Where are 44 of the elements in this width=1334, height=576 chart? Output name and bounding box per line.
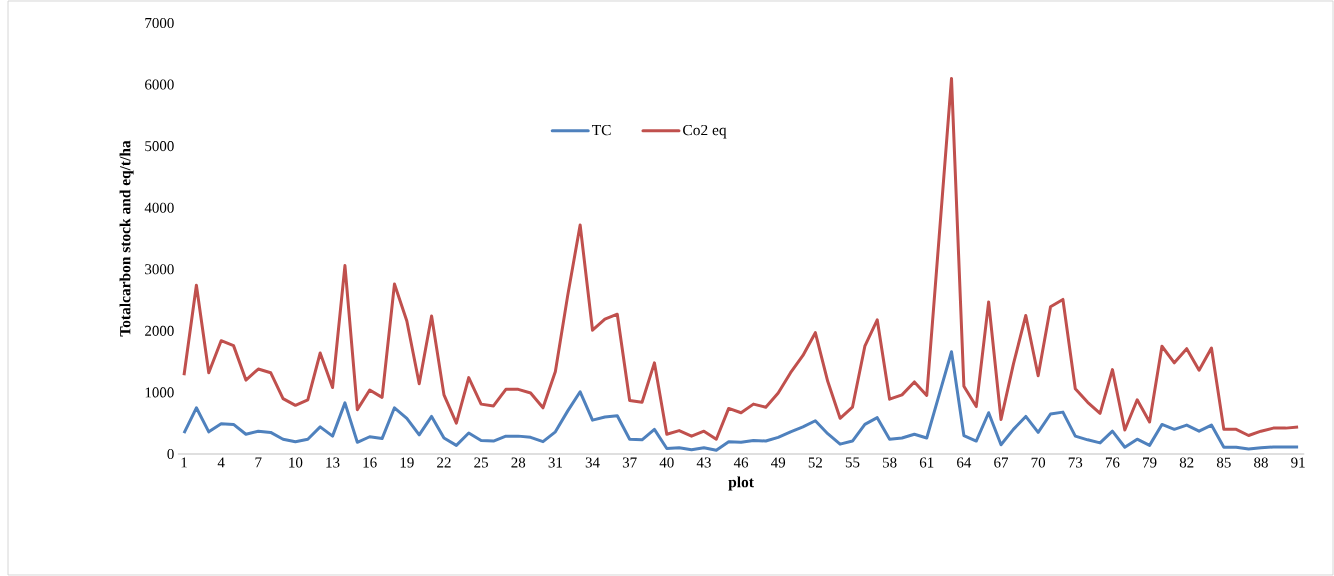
x-tick-label: 70 <box>1031 457 1046 468</box>
y-tick-label: 3000 <box>145 264 174 275</box>
x-axis-title: plot <box>728 476 754 491</box>
x-tick-label: 16 <box>363 457 377 468</box>
x-tick-label: 52 <box>808 457 822 468</box>
x-tick-label: 73 <box>1068 457 1083 468</box>
x-tick-label: 34 <box>585 457 600 468</box>
line-series <box>182 76 1300 441</box>
legend-label: Co2 eq <box>683 124 727 139</box>
x-tick-label: 46 <box>733 457 749 468</box>
x-tick-label: 49 <box>771 457 786 468</box>
legend-label: TC <box>592 124 611 136</box>
x-tick-label: 91 <box>1291 457 1305 468</box>
x-tick-label: 43 <box>696 457 711 468</box>
x-tick-label: 64 <box>957 457 972 468</box>
x-tick-label: 4 <box>217 457 225 468</box>
x-tick-label: 7 <box>255 457 262 468</box>
y-tick-label: 2000 <box>145 325 174 336</box>
x-tick-label: 55 <box>845 457 860 468</box>
x-tick-label: 40 <box>659 457 674 468</box>
x-tick-label: 58 <box>883 457 897 468</box>
x-tick-label: 79 <box>1143 457 1157 468</box>
x-tick-label: 88 <box>1254 457 1268 468</box>
x-tick-label: 31 <box>548 457 562 468</box>
x-tick-label: 67 <box>994 457 1009 468</box>
x-tick-label: 61 <box>919 457 934 468</box>
x-tick-label: 13 <box>326 457 340 468</box>
y-tick-label: 1000 <box>145 387 174 398</box>
y-axis-title: Totalcarbon stock and eq/t/ha <box>119 140 134 337</box>
x-tick-label: 82 <box>1179 457 1194 468</box>
x-tick-label: 10 <box>289 457 303 468</box>
x-tick-label: 25 <box>474 457 488 468</box>
y-tick-label: 4000 <box>144 202 174 213</box>
x-tick-label: 85 <box>1216 457 1231 468</box>
x-tick-label: 76 <box>1105 457 1120 468</box>
x-tick-label: 1 <box>181 457 187 468</box>
y-tick-label: 5000 <box>145 141 174 152</box>
x-tick-label: 28 <box>511 457 526 468</box>
y-tick-label: 0 <box>167 448 174 460</box>
y-tick-label: 7000 <box>145 17 174 29</box>
y-tick-label: 6000 <box>145 79 174 90</box>
x-tick-label: 19 <box>400 457 414 468</box>
x-tick-label: 22 <box>437 457 451 468</box>
x-tick-label: 37 <box>622 457 637 468</box>
